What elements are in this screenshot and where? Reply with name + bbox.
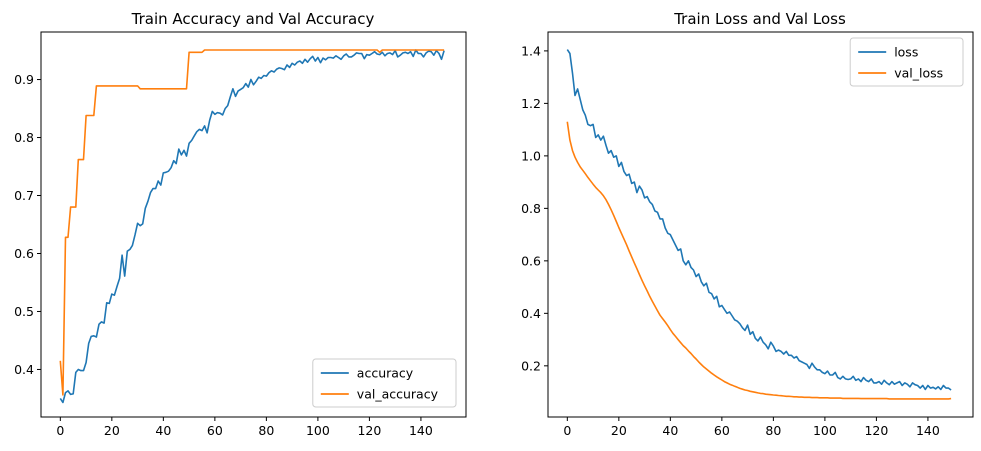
loss-chart-legend-box <box>849 37 964 87</box>
loss-chart-y-tick-label: 0.2 <box>521 358 541 373</box>
loss-chart-legend: loss val_loss <box>849 37 964 87</box>
loss-chart-x-tick-label: 0 <box>563 423 571 438</box>
accuracy-chart-legend-label-val-accuracy: val_accuracy <box>357 387 439 402</box>
loss-chart-line-val-loss <box>566 121 952 400</box>
accuracy-chart-y-tick-label: 0.5 <box>14 304 34 319</box>
loss-chart-x-tick-label: 140 <box>916 423 940 438</box>
accuracy-chart-legend-label-accuracy: accuracy <box>357 366 414 381</box>
accuracy-chart-y-tick-label: 0.7 <box>14 188 34 203</box>
loss-chart-x-tick-label: 120 <box>864 423 888 438</box>
loss-chart-x-tick-label: 80 <box>765 423 781 438</box>
accuracy-chart-x-tick-label: 140 <box>409 423 433 438</box>
accuracy-chart-line-val-accuracy <box>59 49 445 396</box>
loss-chart-axes-frame <box>547 31 974 418</box>
accuracy-chart-x-tick-label: 20 <box>104 423 120 438</box>
accuracy-chart-line-accuracy <box>59 49 445 404</box>
accuracy-chart-title: Train Accuracy and Val Accuracy <box>131 10 375 28</box>
loss-chart-title: Train Loss and Val Loss <box>673 10 846 28</box>
accuracy-chart-legend: accuracy val_accuracy <box>312 358 457 408</box>
loss-chart-line-loss <box>566 49 952 391</box>
accuracy-chart-x-tick-label: 100 <box>306 423 330 438</box>
loss-chart-x-tick-label: 100 <box>813 423 837 438</box>
accuracy-chart-x-tick-label: 120 <box>357 423 381 438</box>
loss-chart-y-tick-label: 0.4 <box>521 306 541 321</box>
loss-chart-x-tick-label: 20 <box>611 423 627 438</box>
accuracy-chart-y-tick-label: 0.9 <box>14 72 34 87</box>
loss-chart: Train Loss and Val Loss 0 20 40 60 80 100 120 1… <box>521 10 974 438</box>
loss-chart-y-tick-label: 0.8 <box>521 201 541 216</box>
accuracy-chart-y-tick-label: 0.6 <box>14 246 34 261</box>
accuracy-chart-y-tick-label: 0.4 <box>14 362 34 377</box>
accuracy-chart: Train Accuracy and Val Accuracy 0 20 40 60 8… <box>14 10 467 438</box>
loss-chart-legend-label-val-loss: val_loss <box>894 66 943 81</box>
accuracy-chart-y-tick-label: 0.8 <box>14 130 34 145</box>
accuracy-chart-x-tick-label: 80 <box>258 423 274 438</box>
accuracy-chart-x-tick-label: 60 <box>207 423 223 438</box>
accuracy-chart-axes-frame <box>40 31 467 418</box>
accuracy-chart-x-tick-label: 0 <box>56 423 64 438</box>
loss-chart-x-tick-label: 40 <box>662 423 678 438</box>
loss-chart-y-tick-label: 0.6 <box>521 253 541 268</box>
loss-chart-legend-label-loss: loss <box>894 45 918 60</box>
loss-chart-y-tick-label: 1.4 <box>521 43 541 58</box>
loss-chart-y-tick-label: 1.0 <box>521 148 541 163</box>
accuracy-chart-legend-box <box>312 358 457 408</box>
accuracy-chart-x-tick-label: 40 <box>155 423 171 438</box>
loss-chart-y-tick-label: 1.2 <box>521 96 541 111</box>
loss-chart-x-tick-label: 60 <box>714 423 730 438</box>
